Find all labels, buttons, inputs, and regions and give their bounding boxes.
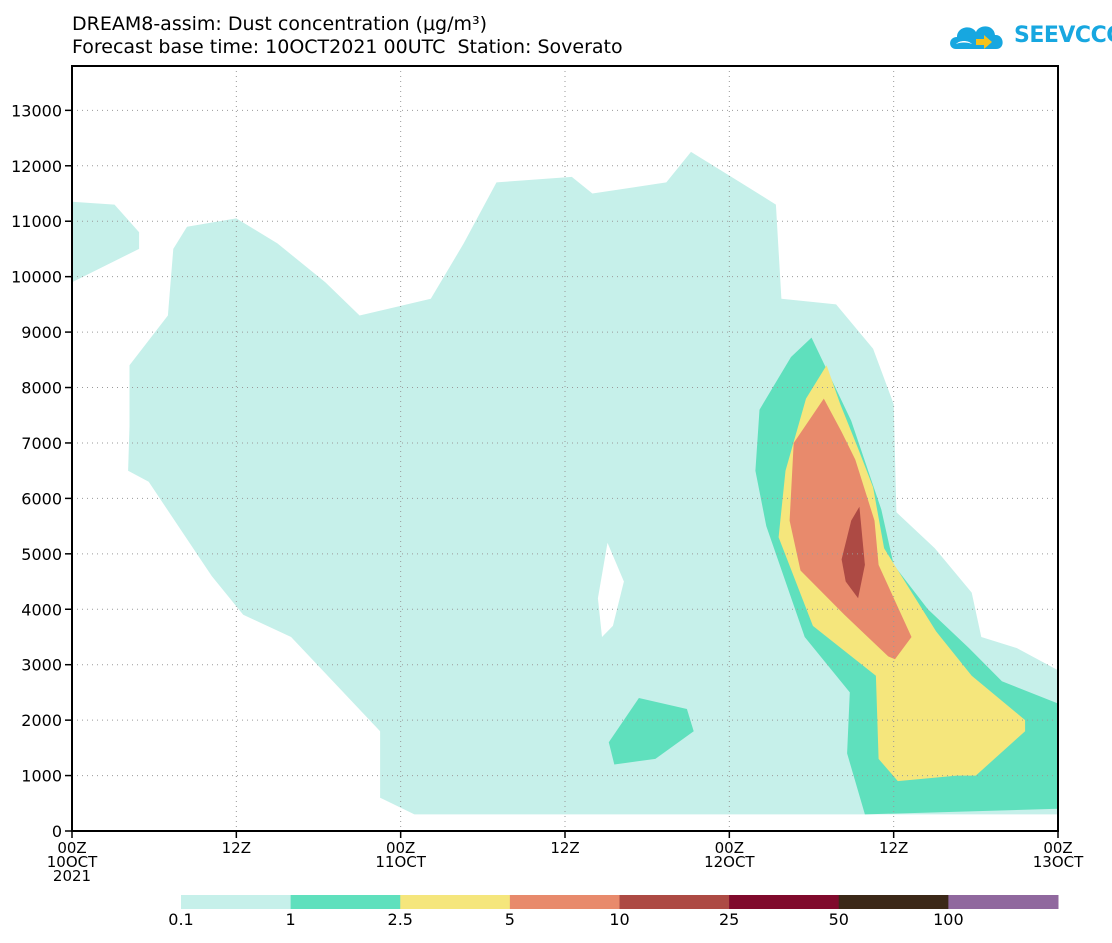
y-tick-label: 5000 [21, 545, 62, 564]
y-axis: 0 1000 2000 3000 4000 5000 6000 7000 8000 9000 100… [11, 101, 72, 841]
x-tick-label: 00Z [1043, 839, 1072, 857]
y-tick-label: 8000 [21, 379, 62, 398]
x-tick-label: 00Z [57, 839, 86, 857]
y-tick-label: 2000 [21, 711, 62, 730]
colorbar-label: 1 [286, 910, 296, 929]
chart-subtitle: Forecast base time: 10OCT2021 00UTC Stat… [72, 36, 623, 58]
colorbar-swatch-2 [400, 895, 511, 909]
colorbar-swatch-4 [619, 895, 730, 909]
colorbar: 0.1 1 2.5 5 10 25 50 100 [168, 895, 1059, 929]
y-tick-label: 1000 [21, 767, 62, 786]
colorbar-label: 25 [719, 910, 739, 929]
y-tick-label: 13000 [11, 101, 62, 120]
contour-regions [72, 151, 1059, 815]
x-tick-label: 2021 [53, 867, 91, 885]
colorbar-label: 0.1 [168, 910, 193, 929]
y-tick-label: 11000 [11, 212, 62, 231]
x-tick-label: 13OCT [1033, 853, 1084, 871]
chart-title: DREAM8-assim: Dust concentration (μg/m³) [72, 13, 488, 35]
x-tick-label: 12Z [550, 839, 579, 857]
x-tick-label: 00Z [715, 839, 744, 857]
x-tick-label: 10OCT [47, 853, 98, 871]
colorbar-swatch-6 [838, 895, 949, 909]
cloud-logo-icon [950, 26, 1003, 49]
y-tick-label: 7000 [21, 434, 62, 453]
y-tick-label: 4000 [21, 600, 62, 619]
y-tick-label: 0 [52, 822, 62, 841]
colorbar-label: 100 [933, 910, 964, 929]
y-tick-label: 10000 [11, 268, 62, 287]
x-tick-label: 12OCT [704, 853, 755, 871]
x-tick-label: 11OCT [375, 853, 426, 871]
y-tick-label: 9000 [21, 323, 62, 342]
contour-region-0 [72, 201, 140, 283]
logo-text: SEEVCCC [1014, 23, 1112, 48]
colorbar-swatch-3 [509, 895, 620, 909]
colorbar-label: 2.5 [388, 910, 413, 929]
contour-region-3 [608, 698, 694, 765]
colorbar-swatch-7 [948, 895, 1059, 909]
colorbar-swatch-1 [290, 895, 401, 909]
x-tick-label: 00Z [386, 839, 415, 857]
colorbar-swatch-0 [181, 895, 292, 909]
x-tick-label: 12Z [222, 839, 251, 857]
colorbar-label: 10 [609, 910, 629, 929]
colorbar-swatch-5 [729, 895, 840, 909]
y-tick-label: 3000 [21, 656, 62, 675]
contour-region-2 [597, 542, 624, 637]
y-tick-label: 6000 [21, 489, 62, 508]
contour-region-7 [841, 506, 865, 599]
y-tick-label: 12000 [11, 157, 62, 176]
colorbar-label: 50 [829, 910, 849, 929]
x-tick-label: 12Z [879, 839, 908, 857]
colorbar-label: 5 [505, 910, 515, 929]
